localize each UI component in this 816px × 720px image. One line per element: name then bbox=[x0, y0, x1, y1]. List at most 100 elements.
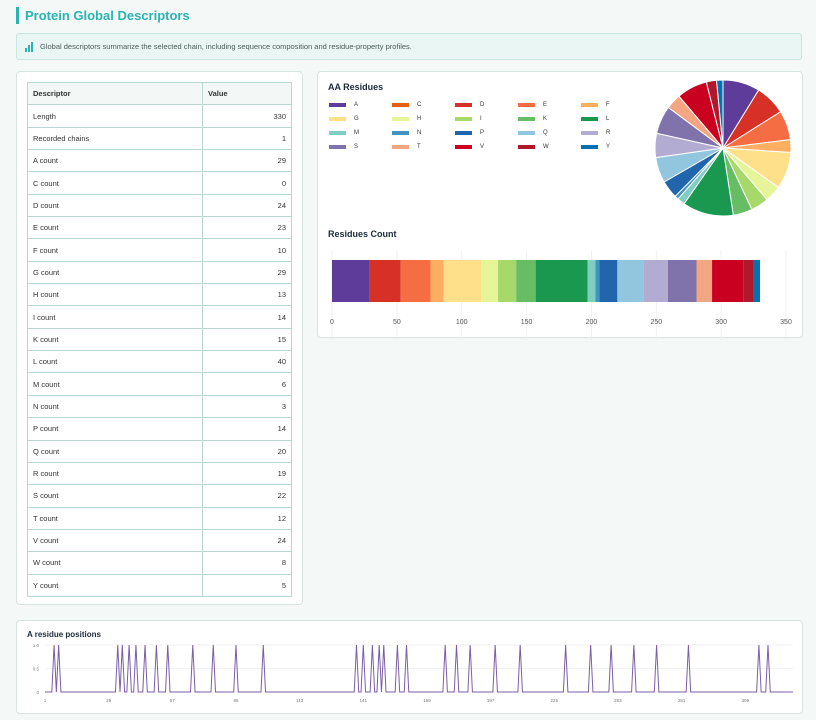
bar-segment[interactable] bbox=[595, 260, 600, 302]
table-row: G count 29 bbox=[27, 260, 292, 285]
descriptor-name: A count bbox=[27, 149, 203, 173]
table-row: Length 330 bbox=[27, 104, 292, 128]
descriptor-name: Y count bbox=[27, 573, 203, 597]
legend-item[interactable]: C bbox=[392, 102, 421, 108]
residues-count-title: Residues Count bbox=[328, 229, 397, 239]
table-row: T count 12 bbox=[27, 506, 292, 530]
bar-segment[interactable] bbox=[643, 260, 668, 302]
y-tick-label: 1.0 bbox=[33, 643, 40, 648]
x-tick-label: 1 bbox=[44, 698, 47, 703]
bar-segment[interactable] bbox=[696, 260, 713, 302]
x-tick-label: 225 bbox=[551, 698, 559, 703]
table-row: A count 29 bbox=[27, 149, 292, 173]
bar-segment[interactable] bbox=[753, 260, 761, 302]
legend-item[interactable]: P bbox=[455, 130, 484, 136]
legend-item[interactable]: D bbox=[455, 102, 484, 108]
legend-item[interactable]: Y bbox=[581, 144, 610, 150]
bar-segment[interactable] bbox=[332, 260, 370, 302]
bar-segment[interactable] bbox=[369, 260, 401, 302]
bar-segment[interactable] bbox=[481, 260, 499, 302]
legend-item[interactable]: R bbox=[581, 130, 610, 136]
table-row: S count 22 bbox=[27, 484, 292, 508]
legend-item[interactable]: N bbox=[392, 130, 421, 136]
bar-segment[interactable] bbox=[535, 260, 588, 302]
descriptor-name: G count bbox=[27, 260, 203, 285]
legend-item[interactable]: V bbox=[455, 144, 484, 150]
legend-item[interactable]: E bbox=[518, 102, 547, 108]
bar-segment[interactable] bbox=[743, 260, 754, 302]
bar-segment[interactable] bbox=[516, 260, 536, 302]
title-accent-bar bbox=[16, 7, 19, 24]
bar-segment[interactable] bbox=[599, 260, 618, 302]
bar-segment[interactable] bbox=[587, 260, 596, 302]
bar-segment[interactable] bbox=[498, 260, 517, 302]
descriptor-name: S count bbox=[27, 484, 203, 508]
residues-count-chart: 0 50 100 150 200 250 300 350 bbox=[330, 250, 792, 340]
legend-swatch bbox=[455, 103, 472, 107]
legend-swatch bbox=[329, 131, 346, 135]
aa-pie-chart bbox=[654, 79, 792, 217]
info-text: Global descriptors summarize the selecte… bbox=[40, 42, 412, 51]
bar-segment[interactable] bbox=[430, 260, 444, 302]
legend-swatch bbox=[455, 145, 472, 149]
descriptor-value: 24 bbox=[202, 193, 292, 218]
x-tick-label: 100 bbox=[456, 319, 468, 326]
legend-label: H bbox=[417, 116, 422, 122]
legend-swatch bbox=[581, 131, 598, 135]
descriptor-value: 5 bbox=[202, 573, 292, 597]
y-tick-label: 0 bbox=[36, 690, 39, 695]
legend-swatch bbox=[455, 131, 472, 135]
x-tick-label: 113 bbox=[296, 698, 304, 703]
legend-item[interactable]: W bbox=[518, 144, 549, 150]
x-tick-label: 50 bbox=[393, 319, 401, 326]
descriptor-name: C count bbox=[27, 171, 203, 195]
descriptor-name: W count bbox=[27, 551, 203, 575]
legend-label: R bbox=[606, 130, 611, 136]
descriptor-value: 29 bbox=[202, 149, 292, 173]
x-tick-label: 309 bbox=[741, 698, 749, 703]
descriptor-value: 13 bbox=[202, 283, 292, 307]
bar-segment[interactable] bbox=[443, 260, 482, 302]
legend-swatch bbox=[518, 103, 535, 107]
descriptor-value: 330 bbox=[202, 104, 292, 128]
legend-swatch bbox=[581, 145, 598, 149]
legend-swatch bbox=[329, 145, 346, 149]
legend-item[interactable]: F bbox=[581, 102, 610, 108]
pie-slice[interactable] bbox=[715, 79, 724, 149]
descriptor-name: P count bbox=[27, 417, 203, 441]
legend-label: L bbox=[606, 116, 610, 122]
table-row: W count 8 bbox=[27, 551, 292, 575]
legend-item[interactable]: H bbox=[392, 116, 421, 122]
descriptor-name: H count bbox=[27, 283, 203, 307]
x-tick-label: 197 bbox=[487, 698, 495, 703]
descriptor-value: 24 bbox=[202, 528, 292, 553]
legend-item[interactable]: L bbox=[581, 116, 609, 122]
info-banner: Global descriptors summarize the selecte… bbox=[16, 33, 802, 60]
legend-label: D bbox=[480, 102, 485, 108]
x-tick-label: 250 bbox=[650, 319, 662, 326]
legend-swatch bbox=[518, 145, 535, 149]
legend-item[interactable]: S bbox=[329, 144, 358, 150]
legend-label: A bbox=[354, 102, 359, 108]
legend-item[interactable]: A bbox=[329, 102, 358, 108]
bar-segment[interactable] bbox=[667, 260, 697, 302]
descriptor-table: Descriptor Value Length 330 Recorded chain… bbox=[27, 81, 292, 597]
bar-segment[interactable] bbox=[712, 260, 744, 302]
x-tick-label: 0 bbox=[330, 319, 334, 326]
legend-swatch bbox=[392, 117, 409, 121]
legend-item[interactable]: I bbox=[455, 116, 482, 122]
legend-item[interactable]: T bbox=[392, 144, 421, 150]
bar-segment[interactable] bbox=[617, 260, 644, 302]
x-tick-label: 57 bbox=[170, 698, 176, 703]
descriptor-value: 29 bbox=[202, 260, 292, 285]
descriptor-name: L count bbox=[27, 350, 203, 374]
legend-item[interactable]: K bbox=[518, 116, 547, 122]
legend-item[interactable]: G bbox=[329, 116, 359, 122]
x-tick-label: 169 bbox=[423, 698, 431, 703]
legend-swatch bbox=[392, 131, 409, 135]
legend-item[interactable]: Q bbox=[518, 130, 548, 136]
legend-item[interactable]: M bbox=[329, 130, 359, 136]
a-positions-card: A residue positions 0 0.5 1.0 1 29 57 85 113 141… bbox=[16, 620, 803, 714]
table-row: I count 14 bbox=[27, 305, 292, 329]
bar-segment[interactable] bbox=[400, 260, 431, 302]
